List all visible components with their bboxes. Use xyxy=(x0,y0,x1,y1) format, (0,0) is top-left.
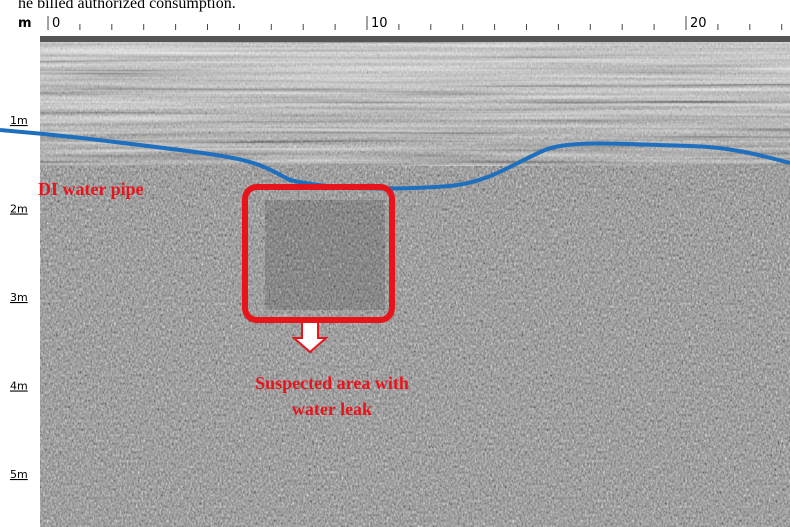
depth-label: 5m xyxy=(10,468,28,481)
page: he billed authorized consumption. m 0 10 2… xyxy=(0,0,790,527)
radargram-image xyxy=(40,36,790,527)
distance-label: 0 xyxy=(52,16,60,31)
leak-label: Suspected area with xyxy=(255,373,409,393)
distance-label: 20 xyxy=(690,16,707,31)
depth-label: 1m xyxy=(10,114,28,127)
depth-label: 3m xyxy=(10,291,28,304)
radargram-figure: he billed authorized consumption. m 0 10 2… xyxy=(0,0,790,527)
depth-scale: 1m 2m 3m 4m 5m xyxy=(10,114,28,481)
distance-ruler: m 0 10 20 xyxy=(18,12,790,36)
pipe-label: DI water pipe xyxy=(38,179,144,199)
axis-unit: m xyxy=(18,16,32,31)
distance-label: 10 xyxy=(371,16,388,31)
caption-fragment: he billed authorized consumption. xyxy=(18,0,236,12)
depth-label: 2m xyxy=(10,203,28,216)
leak-label: water leak xyxy=(292,399,372,419)
ruler-band xyxy=(40,12,790,36)
depth-label: 4m xyxy=(10,380,28,393)
